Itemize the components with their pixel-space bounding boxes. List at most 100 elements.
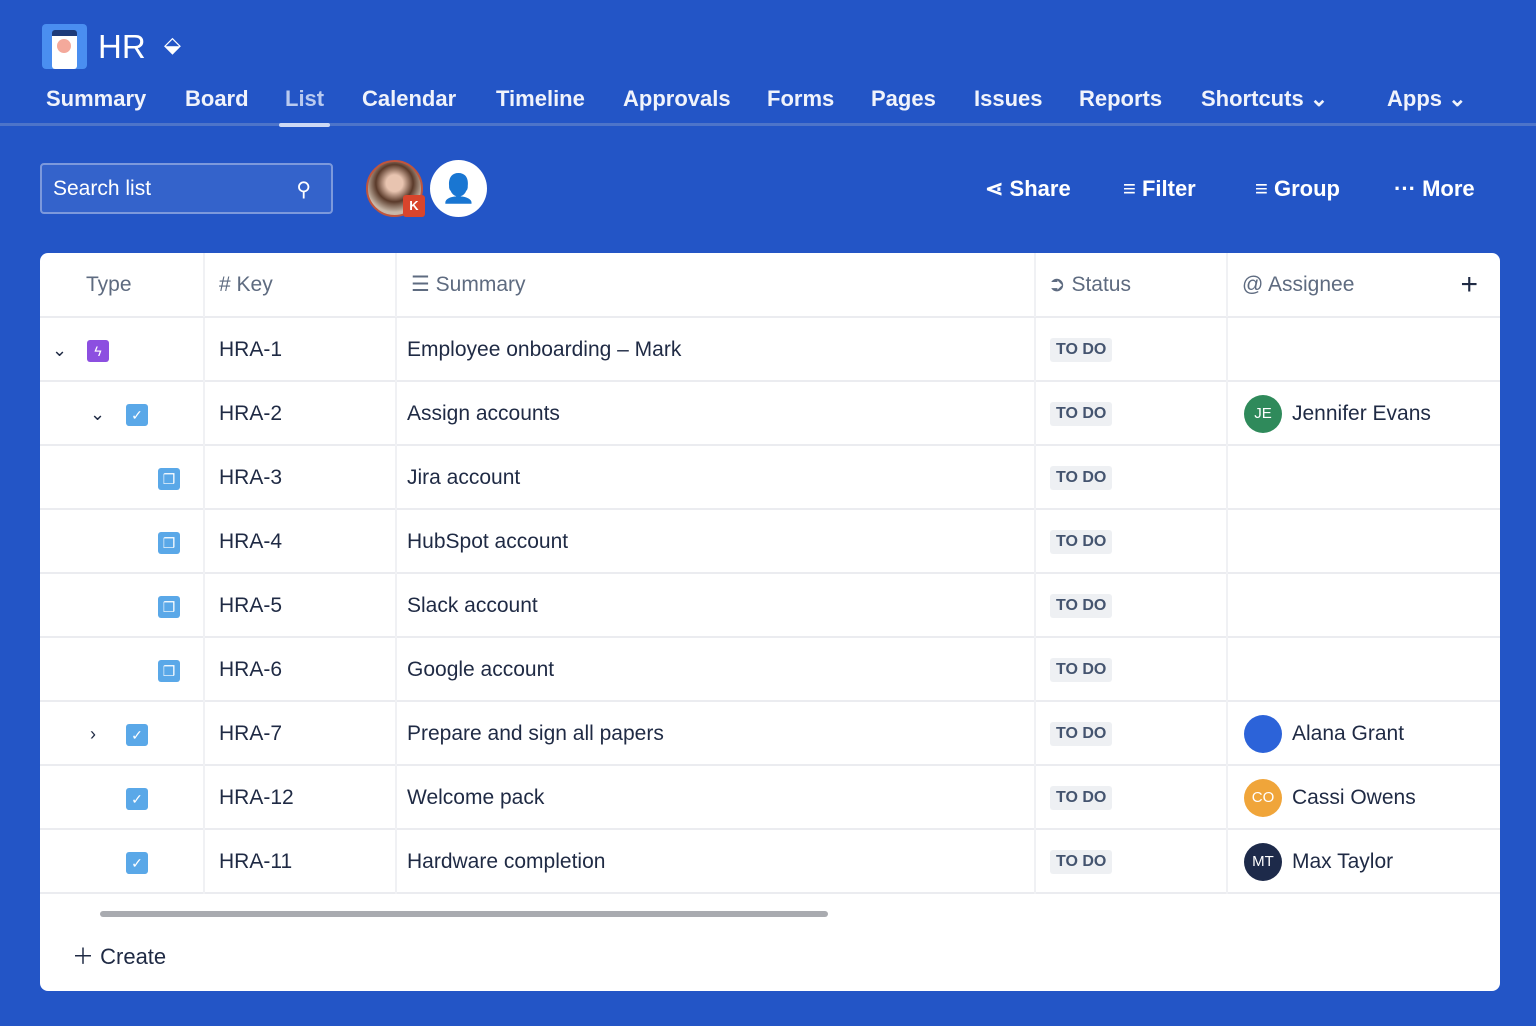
status-cell[interactable]: TO DO bbox=[1036, 638, 1228, 702]
column-assignee[interactable]: @ Assignee + bbox=[1228, 253, 1500, 317]
key-cell[interactable]: HRA-4 bbox=[205, 510, 397, 574]
table-header: Type # Key ☰ Summary ➲ Status @ Assignee… bbox=[40, 253, 1500, 318]
hash-icon: # bbox=[219, 273, 237, 296]
tab-timeline[interactable]: Timeline bbox=[496, 86, 585, 111]
table-row[interactable]: ❐ HRA-4 HubSpot account TO DO bbox=[40, 510, 1500, 574]
tab-board[interactable]: Board bbox=[185, 86, 249, 111]
create-button[interactable]: ＋ Create bbox=[72, 939, 166, 971]
chevron-down-icon[interactable]: ⌄ bbox=[52, 340, 68, 360]
status-cell[interactable]: TO DO bbox=[1036, 318, 1228, 382]
epic-type-icon: ϟ bbox=[87, 340, 109, 362]
type-cell: › ✓ bbox=[40, 702, 205, 766]
key-cell[interactable]: HRA-2 bbox=[205, 382, 397, 446]
table-row[interactable]: ❐ HRA-3 Jira account TO DO bbox=[40, 446, 1500, 510]
assignee-cell[interactable] bbox=[1228, 318, 1500, 382]
key-cell[interactable]: HRA-7 bbox=[205, 702, 397, 766]
table-row[interactable]: ⌄ ✓ HRA-2 Assign accounts TO DO JE Jennifer Ev… bbox=[40, 382, 1500, 446]
table-row[interactable]: ✓ HRA-11 Hardware completion TO DO MT Max Tay… bbox=[40, 830, 1500, 894]
column-assignee-label: Assignee bbox=[1268, 273, 1355, 296]
table-row[interactable]: ✓ HRA-12 Welcome pack TO DO CO Cassi Owens bbox=[40, 766, 1500, 830]
tab-forms[interactable]: Forms bbox=[767, 86, 835, 111]
tab-reports[interactable]: Reports bbox=[1079, 86, 1163, 111]
assignee-name: Alana Grant bbox=[1292, 722, 1405, 745]
share-button[interactable]: ⋖ Share bbox=[985, 176, 1071, 202]
add-people-button[interactable]: 👤 bbox=[430, 160, 487, 217]
tab-shortcuts[interactable]: Shortcuts ⌄ bbox=[1201, 86, 1329, 111]
summary-cell[interactable]: Slack account bbox=[397, 574, 1036, 638]
summary-cell[interactable]: Google account bbox=[397, 638, 1036, 702]
status-cell[interactable]: TO DO bbox=[1036, 766, 1228, 830]
column-status[interactable]: ➲ Status bbox=[1036, 253, 1228, 317]
tab-list[interactable]: List bbox=[278, 86, 331, 127]
assignee-cell[interactable] bbox=[1228, 510, 1500, 574]
avatar: JE bbox=[1244, 395, 1282, 434]
summary-cell[interactable]: Jira account bbox=[397, 446, 1036, 510]
assignee-cell[interactable]: JE Jennifer Evans bbox=[1228, 382, 1500, 446]
type-cell: ⌄ ✓ bbox=[40, 382, 205, 446]
share-icon: ⋖ bbox=[985, 176, 1010, 201]
tab-calendar[interactable]: Calendar bbox=[362, 86, 457, 111]
at-icon: @ bbox=[1242, 273, 1268, 296]
tab-pages[interactable]: Pages bbox=[871, 86, 936, 111]
assignee-cell[interactable]: CO Cassi Owens bbox=[1228, 766, 1500, 830]
status-cell[interactable]: TO DO bbox=[1036, 510, 1228, 574]
table-row[interactable]: ⌄ ϟ HRA-1 Employee onboarding – Mark TO DO bbox=[40, 318, 1500, 382]
column-summary[interactable]: ☰ Summary bbox=[397, 253, 1036, 317]
assignee-cell[interactable] bbox=[1228, 446, 1500, 510]
issue-table: Type # Key ☰ Summary ➲ Status @ Assignee… bbox=[40, 253, 1500, 991]
type-cell: ❐ bbox=[40, 446, 205, 510]
subtask-type-icon: ❐ bbox=[158, 596, 180, 618]
summary-cell[interactable]: Assign accounts bbox=[397, 382, 1036, 446]
horizontal-scrollbar[interactable] bbox=[100, 911, 828, 917]
status-cell[interactable]: TO DO bbox=[1036, 830, 1228, 894]
status-cell[interactable]: TO DO bbox=[1036, 702, 1228, 766]
assignee-cell[interactable] bbox=[1228, 574, 1500, 638]
status-cell[interactable]: TO DO bbox=[1036, 446, 1228, 510]
tab-apps[interactable]: Apps ⌄ bbox=[1387, 86, 1467, 111]
filter-label: Filter bbox=[1141, 176, 1196, 201]
avatar-badge: K bbox=[403, 195, 425, 217]
summary-cell[interactable]: Employee onboarding – Mark bbox=[397, 318, 1036, 382]
status-badge: TO DO bbox=[1050, 530, 1113, 555]
search-input[interactable]: Search list ⚲ bbox=[40, 163, 333, 214]
key-cell[interactable]: HRA-12 bbox=[205, 766, 397, 830]
tab-issues[interactable]: Issues bbox=[974, 86, 1043, 111]
key-cell[interactable]: HRA-6 bbox=[205, 638, 397, 702]
chevron-down-icon[interactable]: ⌄ bbox=[90, 404, 106, 424]
more-label: More bbox=[1422, 176, 1475, 201]
summary-cell[interactable]: Hardware completion bbox=[397, 830, 1036, 894]
tab-approvals[interactable]: Approvals bbox=[623, 86, 731, 111]
status-cell[interactable]: TO DO bbox=[1036, 382, 1228, 446]
add-column-button[interactable]: + bbox=[1460, 268, 1478, 301]
key-cell[interactable]: HRA-11 bbox=[205, 830, 397, 894]
key-cell[interactable]: HRA-5 bbox=[205, 574, 397, 638]
table-row[interactable]: ❐ HRA-6 Google account TO DO bbox=[40, 638, 1500, 702]
filter-button[interactable]: ≡ Filter bbox=[1123, 176, 1196, 202]
summary-cell[interactable]: HubSpot account bbox=[397, 510, 1036, 574]
paint-bucket-icon[interactable]: ⬙ bbox=[164, 32, 181, 57]
column-key-label: Key bbox=[236, 273, 273, 296]
more-button[interactable]: ··· More bbox=[1394, 176, 1475, 202]
project-logo[interactable] bbox=[42, 24, 87, 69]
status-icon: ➲ bbox=[1048, 273, 1072, 296]
key-cell[interactable]: HRA-1 bbox=[205, 318, 397, 382]
assignee-cell[interactable]: Alana Grant bbox=[1228, 702, 1500, 766]
table-row[interactable]: › ✓ HRA-7 Prepare and sign all papers TO DO A… bbox=[40, 702, 1500, 766]
status-cell[interactable]: TO DO bbox=[1036, 574, 1228, 638]
search-icon: ⚲ bbox=[296, 179, 311, 201]
assignee-cell[interactable] bbox=[1228, 638, 1500, 702]
group-label: Group bbox=[1273, 176, 1340, 201]
group-button[interactable]: ≡ Group bbox=[1255, 176, 1340, 202]
column-key[interactable]: # Key bbox=[205, 253, 397, 317]
summary-cell[interactable]: Prepare and sign all papers bbox=[397, 702, 1036, 766]
assignee-cell[interactable]: MT Max Taylor bbox=[1228, 830, 1500, 894]
table-row[interactable]: ❐ HRA-5 Slack account TO DO bbox=[40, 574, 1500, 638]
type-cell: ❐ bbox=[40, 574, 205, 638]
tab-summary[interactable]: Summary bbox=[46, 86, 147, 111]
summary-cell[interactable]: Welcome pack bbox=[397, 766, 1036, 830]
avatar[interactable]: K bbox=[366, 160, 425, 217]
column-status-label: Status bbox=[1071, 273, 1131, 296]
column-type[interactable]: Type bbox=[40, 253, 205, 317]
key-cell[interactable]: HRA-3 bbox=[205, 446, 397, 510]
chevron-right-icon[interactable]: › bbox=[90, 724, 96, 744]
